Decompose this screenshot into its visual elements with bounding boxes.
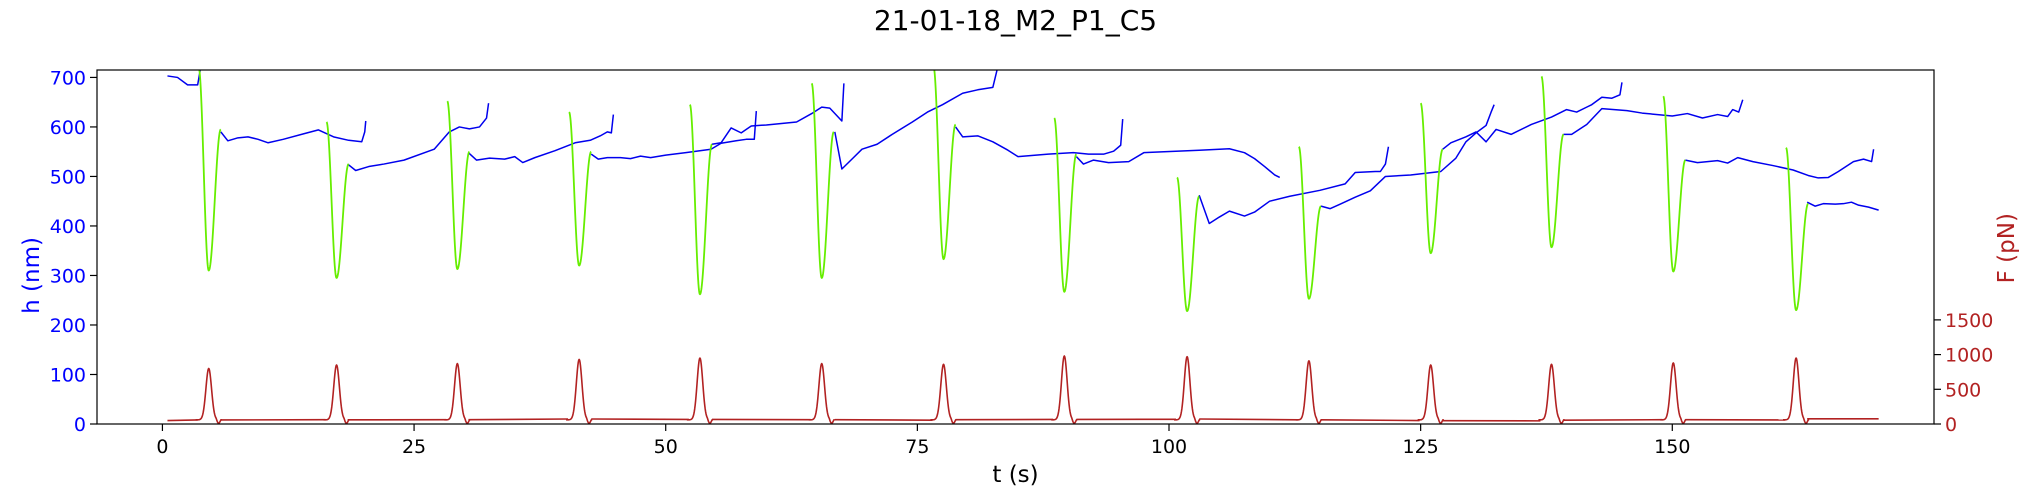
y-left-tick-label: 700 — [50, 67, 86, 89]
force-baseline-segment-4 — [468, 418, 569, 421]
series-force — [167, 355, 1879, 424]
height-baseline-segment-1 — [167, 70, 202, 86]
force-baseline-segment-10 — [1199, 418, 1298, 421]
indentation-curve-8 — [1053, 117, 1077, 293]
height-baseline-segment-10 — [1198, 146, 1390, 225]
indentation-curve-5 — [689, 104, 713, 296]
indentation-curve-1 — [198, 70, 222, 272]
height-baseline-segment-7 — [834, 70, 998, 170]
y-left-tick-label: 600 — [50, 117, 86, 139]
indentation-curve-4 — [568, 111, 592, 267]
y-left-tick-label: 400 — [50, 216, 86, 238]
force-peak-2 — [323, 364, 351, 424]
x-tick-label: 50 — [654, 436, 678, 458]
force-peak-14 — [1782, 357, 1810, 424]
height-baseline-segment-12 — [1442, 82, 1623, 150]
series-height-baseline — [167, 70, 1879, 225]
series-height-indentation — [198, 70, 1809, 313]
x-tick-label: 150 — [1654, 436, 1690, 458]
y-left-tick-label: 500 — [50, 166, 86, 188]
force-peak-13 — [1659, 362, 1687, 424]
force-peak-5 — [686, 357, 714, 424]
force-baseline-segment-11 — [1320, 419, 1420, 422]
height-baseline-segment-14 — [1685, 149, 1875, 179]
x-axis: 0 25 50 75 100 125 150 — [156, 424, 1690, 458]
height-baseline-segment-4 — [467, 114, 615, 164]
y-left-tick-label: 200 — [50, 315, 86, 337]
indentation-curve-3 — [446, 100, 471, 270]
x-tick-label: 75 — [905, 436, 929, 458]
y-left-tick-label: 0 — [74, 414, 86, 436]
y-right-tick-label: 1000 — [1945, 345, 1993, 367]
force-peak-7 — [930, 363, 957, 424]
x-axis-label: t (s) — [992, 462, 1038, 488]
force-peak-9 — [1173, 355, 1201, 424]
force-peak-11 — [1417, 364, 1445, 424]
x-tick-label: 25 — [402, 436, 426, 458]
indentation-curve-10 — [1298, 146, 1322, 300]
force-peak-8 — [1050, 355, 1078, 424]
height-baseline-segment-3 — [347, 103, 490, 172]
height-baseline-segment-15 — [1806, 201, 1879, 211]
y-right-tick-label: 0 — [1945, 414, 1957, 436]
force-peak-1 — [195, 367, 223, 424]
x-tick-label: 125 — [1403, 436, 1439, 458]
y-right-axis: 0 500 1000 1500 — [1934, 310, 1993, 436]
force-baseline-segment-1 — [167, 419, 198, 422]
force-peak-12 — [1538, 363, 1565, 424]
x-tick-label: 0 — [156, 436, 168, 458]
height-baseline-segment-11 — [1320, 104, 1495, 210]
plot-frame — [96, 69, 1935, 425]
height-baseline-segment-6 — [711, 83, 845, 146]
indentation-curve-11 — [1419, 102, 1444, 255]
height-baseline-segment-5 — [590, 111, 758, 160]
chart-title: 21-01-18_M2_P1_C5 — [874, 4, 1157, 37]
height-baseline-segment-9 — [1075, 147, 1281, 179]
y-left-axis-label: h (nm) — [19, 237, 45, 314]
indentation-curve-12 — [1540, 75, 1565, 249]
y-left-tick-label: 300 — [50, 265, 86, 287]
force-peak-4 — [565, 358, 593, 424]
x-tick-label: 100 — [1151, 436, 1187, 458]
indentation-curve-13 — [1662, 95, 1686, 273]
y-right-tick-label: 500 — [1945, 379, 1981, 401]
y-left-axis: 0 100 200 300 400 500 600 700 — [50, 67, 97, 436]
force-peak-3 — [443, 362, 471, 424]
force-peak-10 — [1295, 360, 1323, 424]
indentation-curve-9 — [1176, 176, 1200, 313]
height-baseline-segment-2 — [220, 120, 367, 144]
indentation-curve-2 — [325, 121, 350, 279]
y-right-axis-label: F (pN) — [1994, 213, 2020, 283]
force-peak-6 — [808, 362, 836, 424]
y-right-tick-label: 1500 — [1945, 310, 1993, 332]
indentation-curve-7 — [933, 70, 957, 261]
y-left-tick-label: 100 — [50, 364, 86, 386]
height-baseline-segment-13 — [1563, 99, 1744, 136]
height-baseline-segment-8 — [954, 118, 1124, 158]
indentation-curve-6 — [810, 82, 835, 279]
indentation-curve-14 — [1785, 147, 1809, 312]
